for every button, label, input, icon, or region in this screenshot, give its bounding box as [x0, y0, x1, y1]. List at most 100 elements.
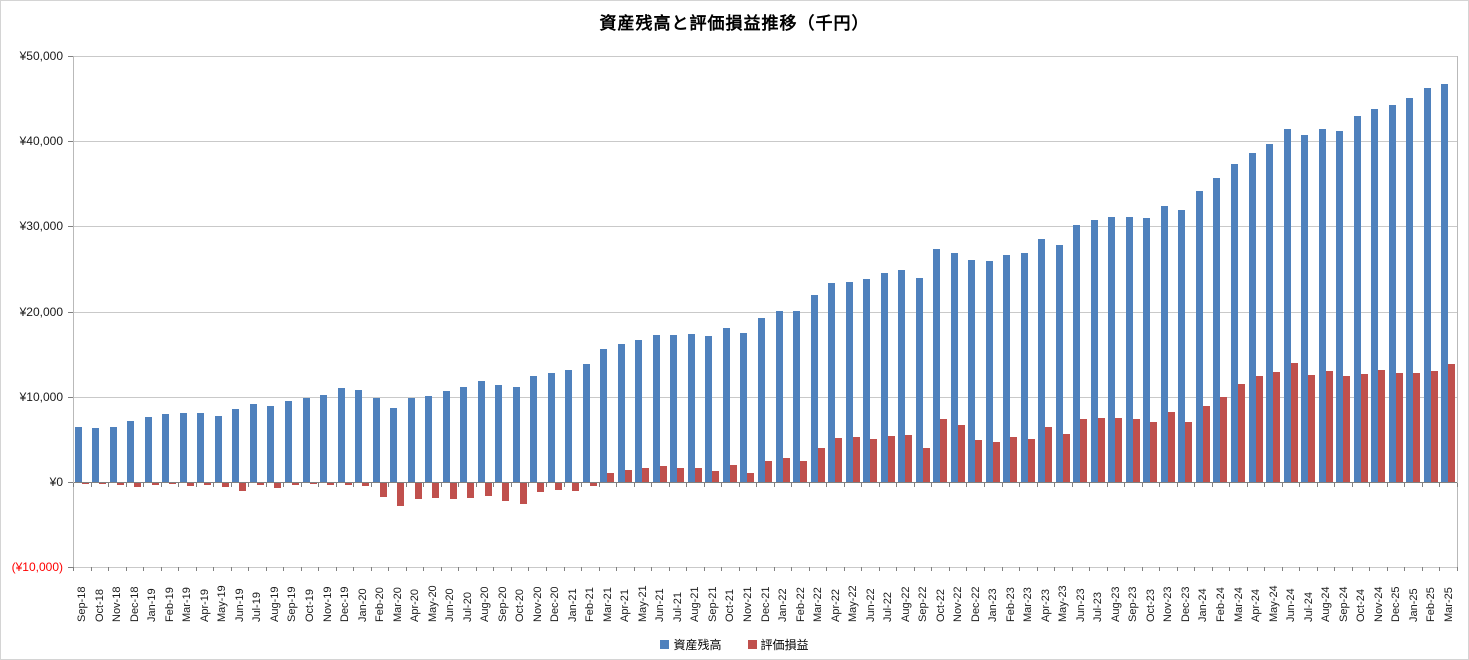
bar-gainloss [712, 470, 720, 482]
category-tick [388, 483, 390, 487]
bar-gainloss [1167, 412, 1175, 482]
bar-assets [407, 397, 415, 482]
category-tick [913, 567, 915, 572]
x-axis-label: Jan-24 [1197, 588, 1210, 622]
category-tick [686, 567, 688, 572]
x-axis-label: Apr-21 [619, 588, 632, 622]
category-tick [563, 483, 565, 487]
bar-gainloss [800, 460, 808, 482]
category-tick [370, 483, 372, 487]
x-axis-label: Aug-20 [479, 586, 492, 622]
category-tick [756, 567, 758, 572]
bar-assets [1231, 164, 1238, 482]
category-tick [896, 567, 898, 572]
x-axis-label: Apr-24 [1250, 588, 1263, 622]
bar-assets [320, 395, 328, 482]
category-tick [1421, 567, 1423, 572]
category-tick [1036, 567, 1038, 572]
bar-gainloss [397, 483, 405, 506]
x-axis-label: Nov-22 [952, 586, 965, 622]
x-axis-label: Feb-25 [1425, 587, 1438, 622]
bar-gainloss [1132, 418, 1140, 482]
category-tick [1176, 483, 1178, 487]
x-axis-label: Mar-23 [1022, 587, 1035, 622]
bar-assets [214, 416, 222, 482]
bar-assets [1108, 217, 1116, 482]
category-tick [546, 567, 547, 572]
category-tick [651, 483, 653, 487]
bar-assets [1090, 219, 1098, 482]
x-axis-label: Nov-24 [1372, 586, 1385, 622]
category-tick [878, 483, 880, 487]
x-axis-label: Sep-22 [917, 586, 930, 622]
category-tick [213, 567, 215, 572]
bar-assets [915, 278, 923, 482]
bar-assets [1406, 97, 1414, 482]
bar-gainloss [1378, 370, 1386, 482]
bar-assets [705, 336, 713, 482]
bar-assets [1336, 130, 1344, 482]
category-tick [686, 483, 688, 487]
y-axis-tick [68, 396, 73, 398]
category-tick [248, 483, 250, 487]
bar-gainloss [1045, 426, 1053, 482]
bar-gainloss [362, 483, 370, 486]
bar-assets [1301, 135, 1309, 482]
category-tick [528, 567, 530, 572]
x-axis-label: Jun-19 [233, 588, 246, 622]
bar-gainloss [81, 483, 89, 484]
bar-gainloss [1010, 436, 1018, 482]
bar-assets [267, 406, 275, 482]
category-tick [1281, 483, 1283, 487]
category-tick [1229, 483, 1231, 487]
x-axis-label: Jul-24 [1302, 592, 1315, 622]
category-tick [826, 567, 828, 572]
bar-assets [1055, 245, 1063, 482]
x-axis-label: Sep-21 [706, 586, 719, 622]
category-tick [1211, 567, 1213, 572]
category-tick [616, 567, 618, 572]
category-tick [843, 567, 845, 572]
bar-gainloss [905, 435, 913, 482]
bar-gainloss [1238, 384, 1245, 482]
x-axis-label: Sep-24 [1337, 586, 1350, 622]
category-tick [510, 483, 512, 487]
category-tick [73, 567, 74, 572]
bar-assets [355, 389, 363, 482]
x-axis-label: Nov-18 [111, 586, 124, 622]
category-tick [335, 567, 337, 572]
bar-gainloss [659, 465, 667, 482]
category-tick [668, 483, 670, 487]
category-tick [230, 567, 232, 572]
bar-gainloss [922, 447, 930, 482]
bar-gainloss [449, 483, 457, 500]
x-axis-label: May-20 [426, 585, 439, 622]
x-axis-label: Sep-19 [286, 586, 299, 622]
bar-gainloss [782, 458, 790, 482]
bar-assets [460, 387, 468, 482]
bar-assets [127, 420, 135, 482]
bar-gainloss [1080, 418, 1088, 482]
category-tick [931, 567, 933, 572]
category-tick [90, 483, 92, 487]
category-tick [1019, 483, 1021, 487]
x-axis-label: Jan-19 [146, 588, 159, 622]
bar-gainloss [1150, 421, 1158, 482]
x-axis-label: Aug-24 [1320, 586, 1333, 622]
category-tick [878, 567, 880, 572]
category-tick [318, 567, 320, 572]
x-axis-label: Apr-19 [198, 588, 211, 622]
category-tick [318, 483, 320, 487]
gridline [73, 56, 1457, 57]
bar-assets [1371, 108, 1379, 482]
category-tick [195, 567, 197, 572]
category-tick [738, 567, 740, 572]
x-axis-label: May-22 [847, 585, 860, 622]
x-axis-label: Jan-22 [777, 588, 790, 622]
category-tick [721, 567, 723, 572]
bar-gainloss [992, 441, 1000, 482]
bar-assets [92, 428, 100, 482]
bar-assets [1178, 210, 1186, 482]
bar-assets [74, 426, 82, 482]
gridline [73, 226, 1457, 228]
